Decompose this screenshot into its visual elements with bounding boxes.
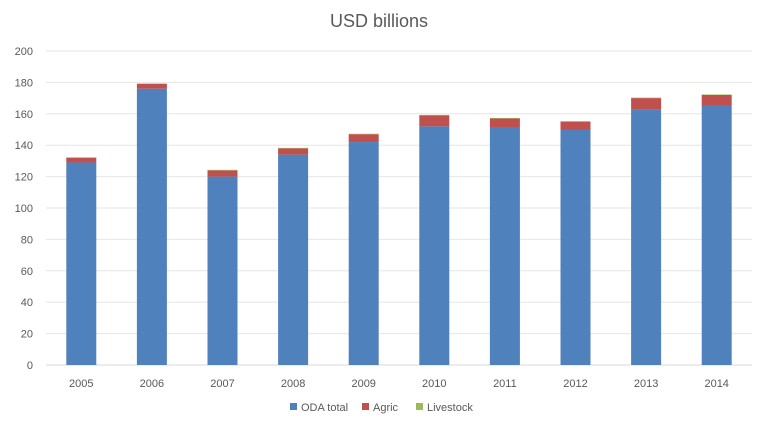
- y-axis: 0 20 40 60 80 100 120 140 160 180 200: [15, 46, 33, 372]
- bar-agric-2005: [66, 157, 97, 163]
- y-tick-label: 180: [15, 77, 33, 89]
- legend-label: Livestock: [427, 402, 473, 414]
- legend-swatch: [362, 403, 369, 410]
- bar-oda-total-2013: [631, 109, 662, 365]
- bar-agric-2013: [631, 98, 662, 110]
- x-tick-label: 2009: [351, 378, 375, 390]
- bar-oda-total-2011: [489, 127, 520, 366]
- y-tick-label: 100: [15, 203, 33, 215]
- y-tick-label: 60: [21, 266, 33, 278]
- bar-oda-total-2014: [701, 105, 732, 365]
- x-tick-label: 2007: [210, 378, 234, 390]
- bar-agric-2007: [207, 170, 238, 177]
- bar-agric-2006: [136, 83, 167, 89]
- bar-livestock-2014: [701, 94, 732, 95]
- x-tick-label: 2010: [422, 378, 446, 390]
- bar-livestock-2009: [348, 133, 379, 135]
- bar-agric-2010: [419, 115, 450, 127]
- bar-agric-2014: [701, 94, 732, 106]
- bar-oda-total-2012: [560, 129, 591, 365]
- chart-title: USD billions: [330, 11, 428, 31]
- bar-oda-total-2006: [136, 88, 167, 366]
- bar-agric-2011: [489, 118, 520, 128]
- bar-livestock-2005: [66, 157, 97, 158]
- x-tick-label: 2006: [140, 378, 164, 390]
- bar-livestock-2011: [489, 118, 520, 119]
- legend-swatch: [290, 403, 297, 410]
- legend-item-livestock: Livestock: [416, 402, 473, 414]
- x-tick-label: 2013: [634, 378, 658, 390]
- x-tick-label: 2014: [704, 378, 728, 390]
- y-tick-label: 0: [27, 360, 33, 372]
- legend-swatch: [416, 403, 423, 410]
- bar-oda-total-2009: [348, 142, 379, 365]
- x-tick-label: 2011: [493, 378, 517, 390]
- x-axis: 2005 2006 2007 2008 2009 2010 2011 2012 2013 2014: [69, 378, 729, 390]
- y-tick-label: 140: [15, 140, 33, 152]
- bar-livestock-2006: [136, 83, 167, 84]
- legend: ODA total Agric Livestock: [290, 402, 473, 414]
- x-tick-label: 2005: [69, 378, 93, 390]
- bar-livestock-2012: [560, 121, 591, 122]
- bar-livestock-2007: [207, 169, 238, 171]
- y-tick-label: 80: [21, 234, 33, 246]
- legend-item-agric: Agric: [362, 402, 399, 414]
- x-tick-label: 2012: [563, 378, 587, 390]
- legend-label: ODA total: [301, 402, 348, 414]
- legend-item-oda-total: ODA total: [290, 402, 348, 414]
- bar-agric-2008: [278, 148, 309, 155]
- bar-oda-total-2010: [419, 126, 450, 365]
- bar-agric-2009: [348, 134, 379, 143]
- x-tick-label: 2008: [281, 378, 305, 390]
- bar-oda-total-2005: [66, 162, 97, 365]
- y-tick-label: 200: [15, 46, 33, 58]
- bar-agric-2012: [560, 121, 591, 130]
- bar-livestock-2010: [419, 114, 450, 116]
- y-tick-label: 20: [21, 329, 33, 341]
- bar-livestock-2013: [631, 97, 662, 99]
- bar-oda-total-2007: [207, 176, 238, 365]
- y-tick-label: 160: [15, 109, 33, 121]
- legend-label: Agric: [373, 402, 399, 414]
- bars: [66, 83, 732, 366]
- y-tick-label: 40: [21, 297, 33, 309]
- bar-livestock-2008: [278, 147, 309, 149]
- bar-oda-total-2008: [278, 154, 309, 365]
- y-tick-label: 120: [15, 172, 33, 184]
